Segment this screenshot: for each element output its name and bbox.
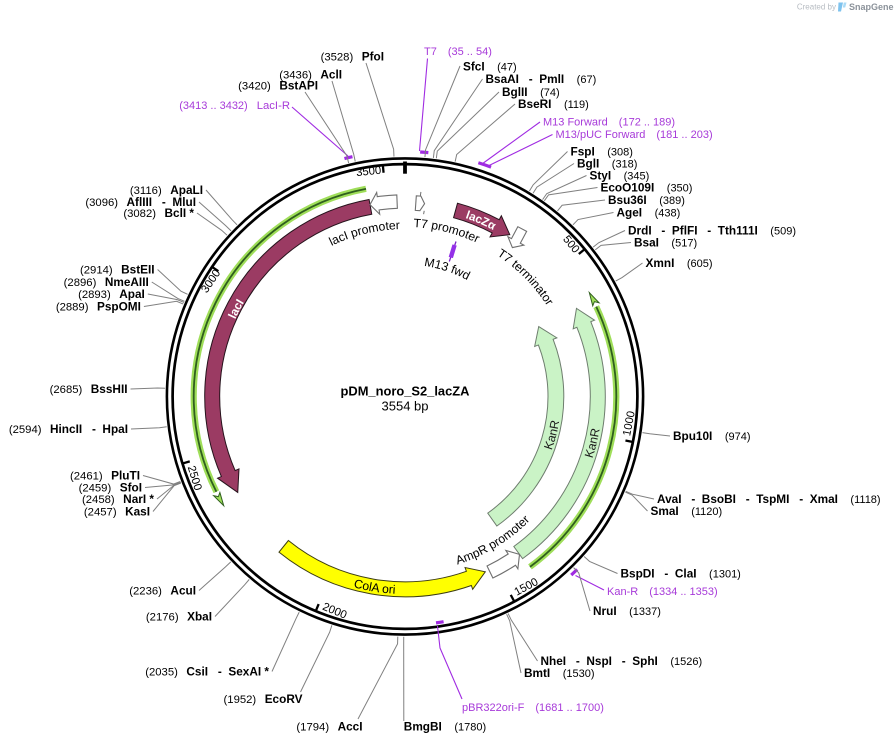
svg-text:(2889)PspOMI: (2889) PspOMI bbox=[56, 300, 141, 314]
svg-text:3500: 3500 bbox=[356, 165, 382, 179]
svg-text:3554 bp: 3554 bp bbox=[382, 399, 429, 414]
svg-text:BsaAI - PmlI(67): BsaAI - PmlI (67) bbox=[486, 72, 597, 86]
svg-text:(2035)CsiI - SexAI *: (2035) CsiI - SexAI * bbox=[145, 665, 269, 679]
svg-text:T7(35 .. 54): T7 (35 .. 54) bbox=[424, 46, 492, 58]
svg-text:Bpu10I(974): Bpu10I (974) bbox=[673, 429, 751, 443]
svg-text:EcoO109I(350): EcoO109I (350) bbox=[601, 181, 693, 195]
svg-text:pDM_noro_S2_lacZA: pDM_noro_S2_lacZA bbox=[341, 384, 470, 399]
svg-text:AvaI - BsoBI - TspMI -: AvaI - BsoBI - TspMI - XmaI (1118) bbox=[657, 492, 881, 506]
svg-text:(3436)AclI: (3436) AclI bbox=[279, 68, 342, 82]
svg-text:DrdI - PflFI - Tth111I(5: DrdI - PflFI - Tth111I (509) bbox=[628, 224, 796, 238]
svg-text:Bsu36I(389): Bsu36I (389) bbox=[608, 193, 685, 207]
svg-text:Kan-R(1334 .. 1353): Kan-R (1334 .. 1353) bbox=[607, 586, 718, 598]
svg-text:(3528)PfoI: (3528) PfoI bbox=[321, 50, 384, 64]
svg-text:(2459)SfoI: (2459) SfoI bbox=[79, 481, 142, 495]
svg-text:SnapGene: SnapGene bbox=[849, 2, 894, 12]
svg-text:1000: 1000 bbox=[621, 410, 638, 437]
svg-text:(2896)NmeAIII: (2896) NmeAIII bbox=[64, 275, 149, 289]
svg-text:BspDI - ClaI(1301): BspDI - ClaI (1301) bbox=[621, 567, 741, 581]
svg-text:(3096)AflIII - MluI: (3096) AflIII - MluI bbox=[85, 195, 196, 209]
svg-text:M13/pUC Forward(181 .. 203): M13/pUC Forward (181 .. 203) bbox=[556, 129, 713, 141]
svg-text:NheI - NspI - SphI(1526): NheI - NspI - SphI (1526) bbox=[541, 654, 703, 668]
svg-text:(2594)HincII - HpaI: (2594) HincII - HpaI bbox=[9, 422, 128, 436]
svg-text:Created by: Created by bbox=[797, 3, 836, 12]
svg-text:(3413 .. 3432)LacI-R: (3413 .. 3432) LacI-R bbox=[179, 100, 290, 112]
